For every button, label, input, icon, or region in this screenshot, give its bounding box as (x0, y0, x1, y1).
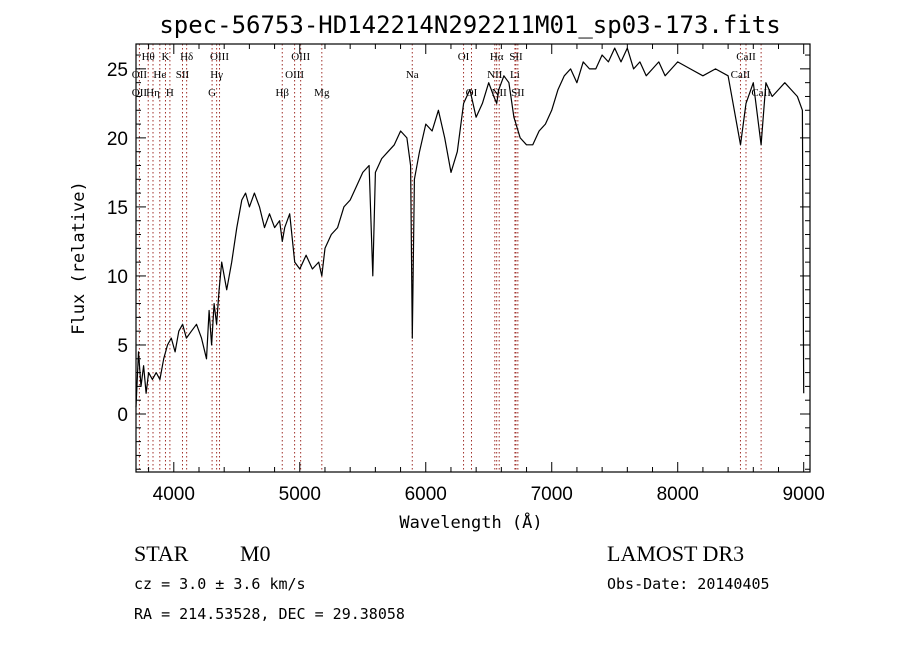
spectral-line-label: SII (511, 87, 525, 99)
spectral-line-label: OII (132, 87, 148, 99)
spectral-line-label: Hθ (142, 51, 155, 63)
spectral-line-label: Hβ (275, 87, 289, 99)
spectral-line-label: Li (510, 69, 520, 81)
x-tick-label: 7000 (531, 484, 573, 505)
spectral-line-label: SII (176, 69, 190, 81)
y-tick-label: 5 (117, 336, 128, 357)
spectral-line-label: Na (406, 69, 419, 81)
spectral-line-label: Hα (490, 51, 504, 63)
redshift-text: cz = 3.0 ± 3.6 km/s (134, 575, 306, 593)
observation-date: Obs-Date: 20140405 (607, 575, 770, 593)
spectral-line-label: CaII (736, 51, 756, 63)
spectral-line-label: OI (458, 51, 470, 63)
y-axis-label: Flux (relative) (69, 181, 89, 335)
chart-title: spec-56753-HD142214N292211M01_sp03-173.f… (159, 11, 780, 39)
x-axis-label: Wavelength (Å) (399, 511, 542, 533)
x-tick-label: 6000 (405, 484, 447, 505)
survey-name: LAMOST DR3 (607, 541, 744, 566)
spectral-line-label: OIII (291, 51, 310, 63)
x-tick-label: 9000 (783, 484, 825, 505)
coordinates-text: RA = 214.53528, DEC = 29.38058 (134, 605, 405, 623)
x-tick-label: 5000 (279, 484, 321, 505)
spectral-line-label: Hδ (180, 51, 193, 63)
y-tick-label: 10 (107, 267, 128, 288)
spectral-line-label: G (208, 87, 216, 99)
plot-frame (135, 43, 811, 473)
spectral-line-label: NII (492, 87, 508, 99)
flux-series-line (135, 47, 805, 408)
y-tick-label: 20 (107, 129, 128, 150)
spectral-line-label: SII (509, 51, 523, 63)
spectral-line-label: OIII (210, 51, 229, 63)
x-tick-label: 4000 (153, 484, 195, 505)
spectral-line-label: Hγ (210, 69, 223, 81)
y-tick-label: 25 (107, 60, 128, 81)
object-subclass: M0 (240, 541, 271, 566)
spectral-line-label: Hη (146, 87, 160, 99)
spectral-line-markers (138, 44, 762, 472)
object-class: STAR (134, 541, 189, 566)
spectral-line-label: K (162, 51, 170, 63)
spectral-line-label: Mg (314, 87, 330, 99)
spectral-line-label: OII (132, 69, 148, 81)
spectral-line-label: CaII (731, 69, 751, 81)
y-tick-label: 15 (107, 198, 128, 219)
x-tick-label: 8000 (657, 484, 699, 505)
x-axis: 4000 5000 6000 7000 8000 9000 (148, 44, 825, 505)
spectral-line-label: NII (487, 69, 503, 81)
spectral-line-label: OIII (285, 69, 304, 81)
spectral-line-label: CaII (751, 87, 771, 99)
y-tick-label: 0 (117, 405, 128, 426)
spectral-line-label: OI (466, 87, 478, 99)
spectral-line-label: H (166, 87, 174, 99)
y-axis: 0 5 10 15 20 25 (107, 54, 810, 470)
spectral-line-label: He (153, 69, 166, 81)
